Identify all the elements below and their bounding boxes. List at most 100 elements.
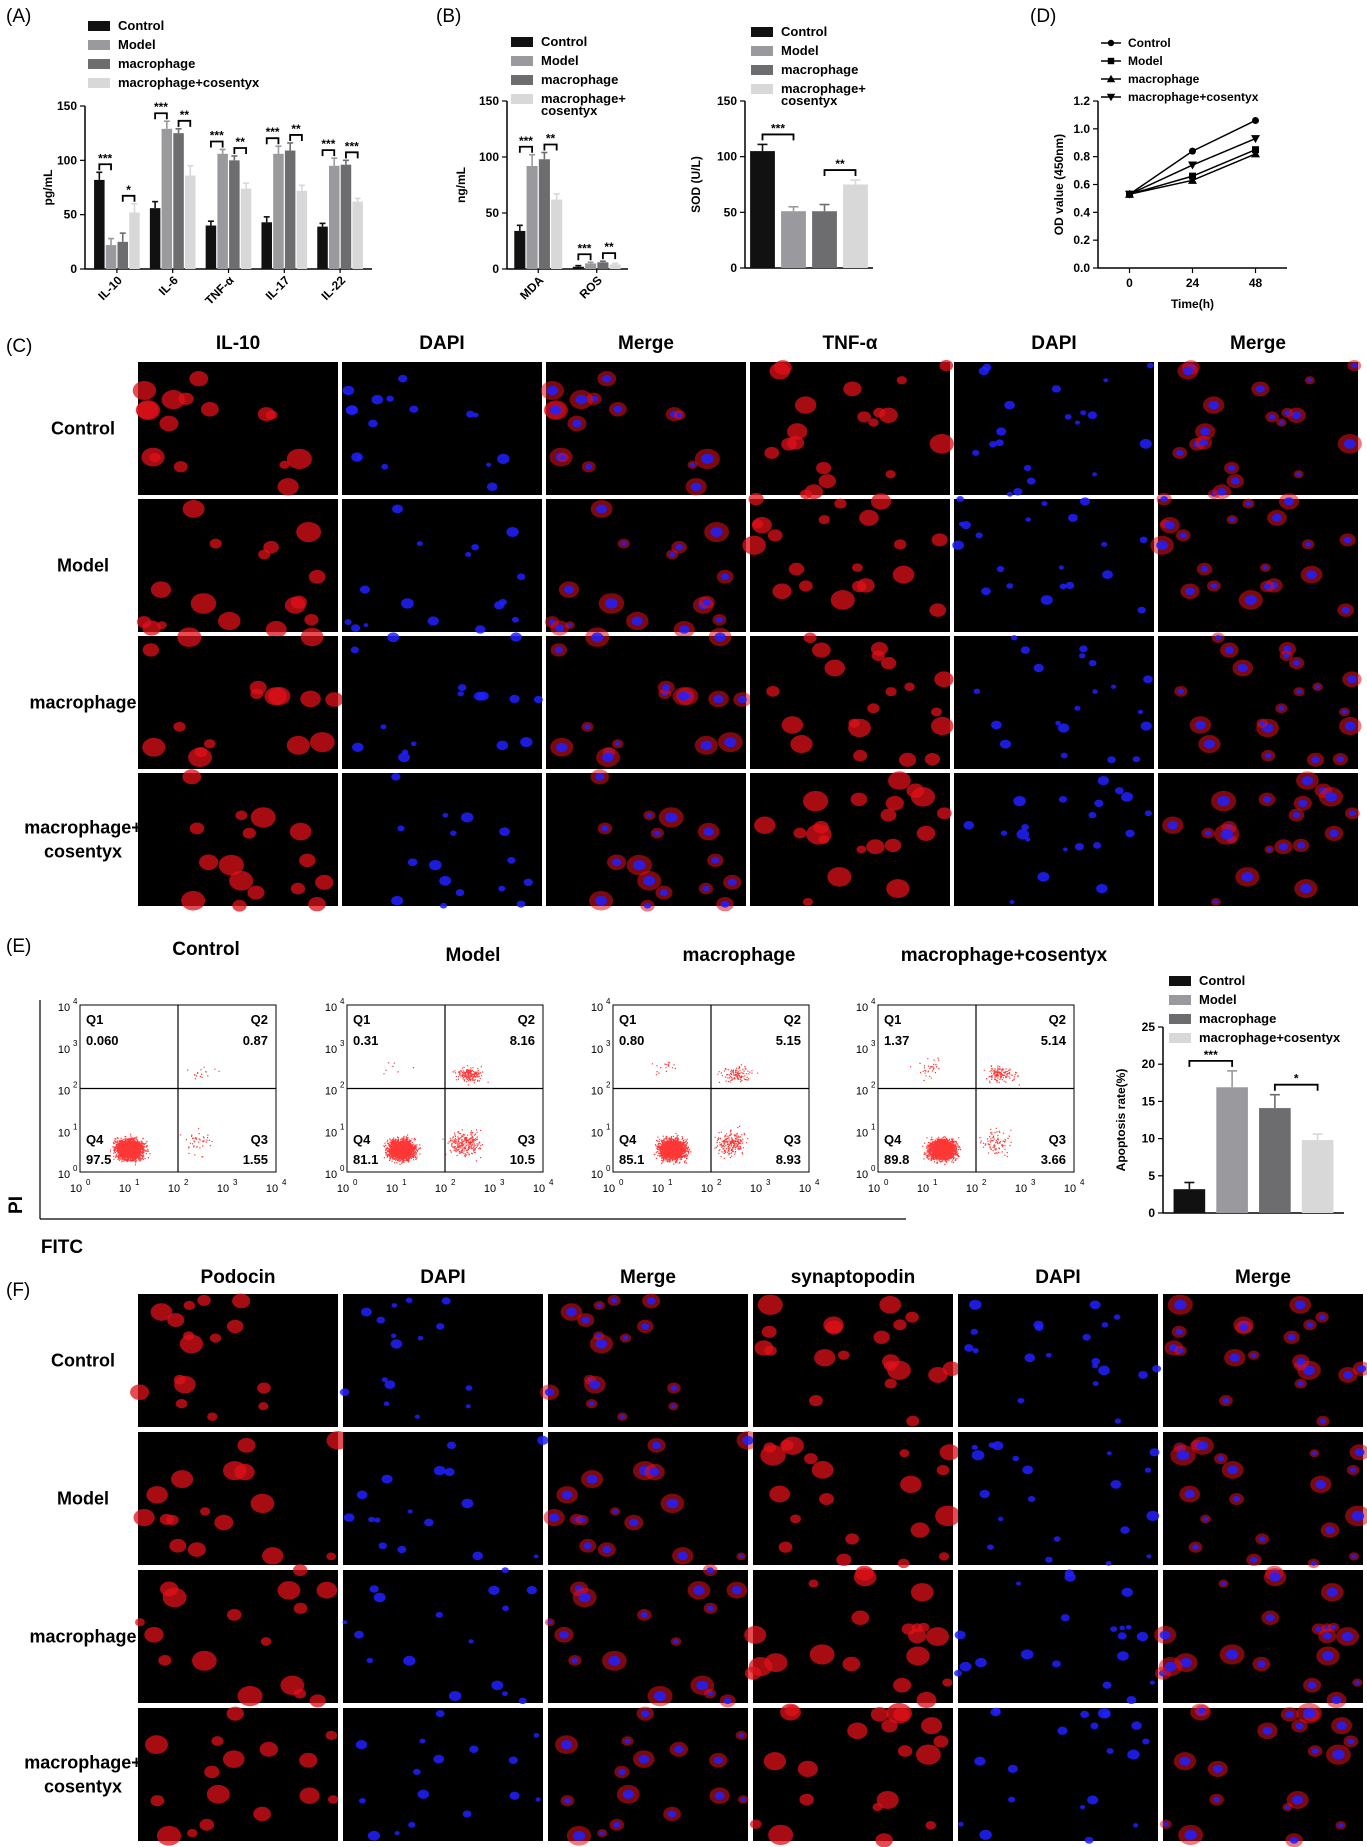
dapi-nucleus — [355, 1739, 368, 1750]
y-tick-base: 10 — [58, 1044, 70, 1056]
red-stain-cell — [938, 1552, 950, 1561]
dapi-nucleus — [720, 900, 730, 908]
dapi-nucleus — [1289, 1836, 1299, 1844]
red-stain-cell — [899, 1449, 910, 1458]
dapi-nucleus — [356, 1490, 368, 1500]
dapi-nucleus — [368, 419, 378, 428]
y-tick-exponent: 1 — [606, 1122, 611, 1131]
column-title: Merge — [620, 1267, 676, 1288]
dapi-nucleus — [461, 1498, 474, 1509]
dapi-nucleus — [472, 1551, 484, 1561]
dapi-nucleus — [996, 565, 1005, 573]
flow-plot-title: macrophage — [683, 945, 796, 966]
red-stain-cell — [242, 827, 256, 839]
y-tick-exponent: 3 — [340, 1039, 345, 1048]
legend-label: Model — [781, 43, 819, 58]
dapi-nucleus — [605, 598, 618, 609]
red-stain-cell — [167, 1313, 185, 1328]
dapi-nucleus — [1278, 705, 1285, 711]
dapi-nucleus — [566, 1307, 577, 1317]
dapi-nucleus — [1051, 385, 1061, 393]
dapi-nucleus — [1146, 362, 1154, 369]
red-stain-cell — [234, 1463, 255, 1481]
y-tick-base: 10 — [58, 1127, 70, 1139]
dapi-nucleus — [1059, 583, 1067, 590]
red-stain-cell — [293, 1602, 308, 1614]
dapi-nucleus — [1229, 1353, 1241, 1363]
dapi-nucleus — [740, 1797, 746, 1802]
red-stain-cell — [187, 1828, 198, 1838]
red-stain-cell — [908, 1628, 927, 1644]
dapi-nucleus — [1265, 1614, 1275, 1622]
dapi-nucleus — [1200, 427, 1211, 436]
red-stain-cell — [144, 1626, 164, 1643]
red-stain-cell — [149, 452, 161, 463]
column-title: IL-10 — [216, 333, 260, 354]
y-tick-label: 0.6 — [1073, 178, 1090, 192]
red-stain-cell — [893, 1319, 907, 1331]
y-axis-label: ng/mL — [454, 167, 468, 203]
dapi-nucleus — [703, 827, 715, 837]
dapi-nucleus — [1045, 1556, 1053, 1563]
dapi-nucleus — [386, 395, 394, 402]
dapi-nucleus — [427, 616, 439, 626]
panel-label-f: (F) — [6, 1280, 30, 1301]
red-stain-cell — [237, 1685, 263, 1707]
dapi-nucleus — [1318, 1314, 1326, 1320]
red-stain-cell — [211, 1736, 224, 1746]
column-title: Podocin — [201, 1267, 276, 1288]
red-stain-cell — [156, 1825, 182, 1846]
red-stain-cell — [764, 446, 780, 459]
flow-plot-title: Model — [446, 945, 501, 966]
x-tick-base: 10 — [1015, 1183, 1027, 1195]
dapi-nucleus — [1007, 1764, 1018, 1773]
significance-bracket — [321, 149, 336, 157]
dapi-nucleus — [1224, 646, 1235, 654]
quadrant-name: Q1 — [353, 1012, 370, 1027]
red-stain-cell — [937, 807, 952, 820]
dapi-nucleus — [546, 385, 559, 396]
x-tick-label: 0 — [1126, 276, 1133, 290]
dapi-nucleus — [649, 1467, 660, 1477]
red-stain-cell — [910, 1522, 930, 1538]
red-stain-cell — [222, 1750, 245, 1768]
y-tick-label: 100 — [57, 153, 77, 167]
dapi-nucleus — [560, 455, 566, 460]
dapi-nucleus — [675, 544, 684, 551]
red-stain-cell — [258, 549, 271, 560]
row-label: macrophage+ — [24, 818, 142, 838]
x-tick-exponent: 2 — [451, 1178, 456, 1187]
dapi-nucleus — [1217, 796, 1230, 807]
y-tick-label: 0 — [492, 262, 499, 276]
dapi-nucleus — [612, 1509, 618, 1514]
dapi-nucleus — [611, 858, 622, 867]
red-stain-cell — [787, 423, 808, 440]
dapi-nucleus — [391, 773, 401, 781]
quadrant-name: Q2 — [518, 1012, 535, 1027]
red-stain-cell — [250, 807, 276, 828]
red-stain-cell — [906, 1646, 930, 1666]
dapi-nucleus — [408, 1821, 416, 1828]
dapi-nucleus — [419, 1738, 426, 1744]
red-stain-cell — [142, 737, 166, 757]
dapi-nucleus — [1208, 400, 1219, 410]
dapi-nucleus — [1347, 675, 1357, 684]
micrograph-tile — [343, 1294, 543, 1427]
dapi-nucleus — [738, 1733, 745, 1738]
dapi-nucleus — [1020, 1649, 1034, 1660]
red-stain-cell — [850, 792, 868, 807]
red-stain-cell — [171, 1470, 194, 1489]
y-tick-base: 10 — [325, 1127, 337, 1139]
dapi-nucleus — [1296, 1357, 1306, 1365]
micrograph-tile — [548, 1432, 748, 1565]
red-stain-cell — [824, 659, 846, 677]
significance-bracket — [1273, 1083, 1319, 1091]
quadrant-value: 8.16 — [510, 1033, 535, 1048]
dapi-nucleus — [1262, 795, 1272, 803]
red-stain-cell — [845, 1533, 860, 1545]
dapi-nucleus — [715, 616, 723, 623]
dapi-nucleus — [509, 694, 520, 704]
bar — [273, 153, 284, 269]
x-tick-label: IL-17 — [263, 273, 293, 303]
